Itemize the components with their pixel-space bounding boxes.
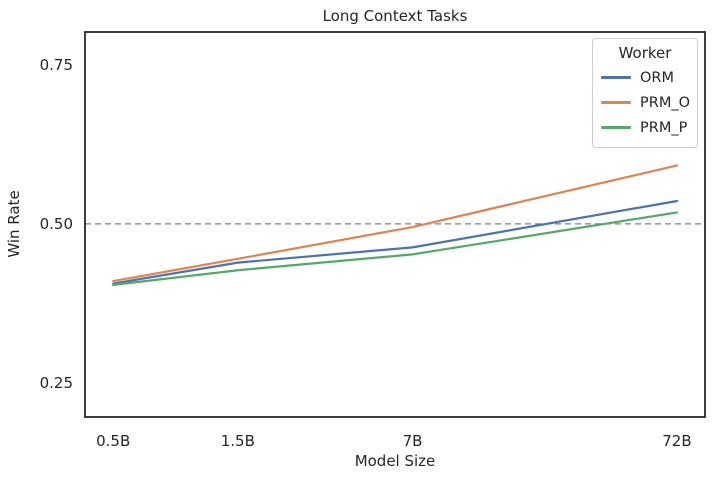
legend-entry-orm: ORM [601, 65, 689, 90]
legend-entry-prm-p: PRM_P [601, 115, 689, 140]
legend-entry-prm-o: PRM_O [601, 90, 690, 115]
y-tick-label-0.50: 0.50 [39, 214, 73, 233]
x-tick-label-1.5B: 1.5B [220, 432, 255, 450]
chart-title: Long Context Tasks [322, 7, 468, 25]
x-axis-label: Model Size [354, 452, 436, 470]
legend-title: Worker [618, 44, 672, 62]
y-tick-label-0.25: 0.25 [39, 373, 73, 392]
x-tick-label-0.5B: 0.5B [96, 432, 131, 450]
legend-label-prm-p: PRM_P [640, 119, 688, 136]
legend-line-swatch-orm [601, 76, 631, 79]
y-tick-label-0.75: 0.75 [39, 56, 73, 75]
x-tick-label-72B: 72B [662, 432, 692, 450]
x-tick-label-7B: 7B [402, 432, 423, 450]
legend-line-swatch-prm-p [601, 126, 631, 129]
legend-label-prm-o: PRM_O [640, 94, 690, 111]
legend-label-orm: ORM [640, 69, 674, 86]
legend: Worker ORM PRM_O PRM_P [592, 38, 698, 148]
legend-line-swatch-prm-o [601, 101, 631, 104]
